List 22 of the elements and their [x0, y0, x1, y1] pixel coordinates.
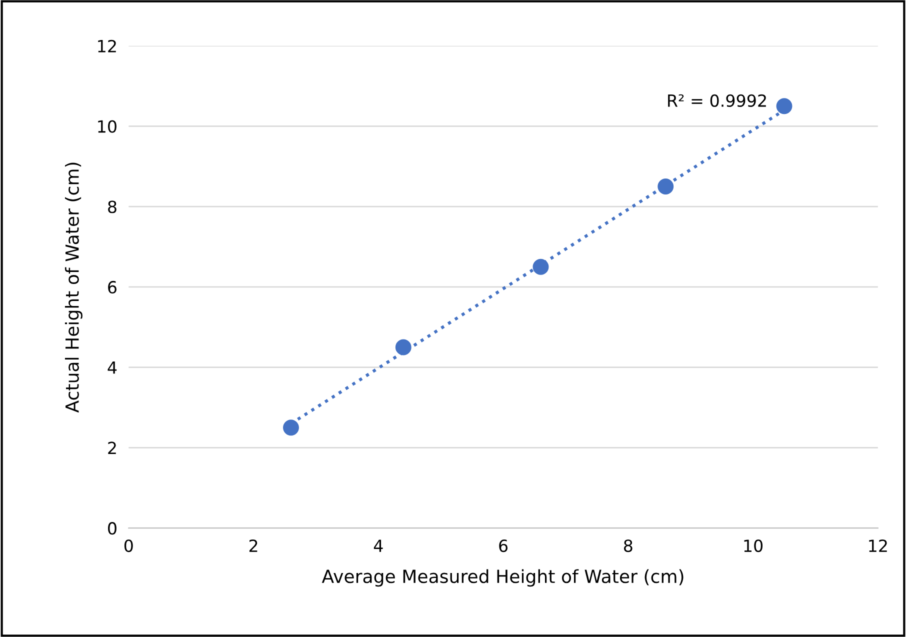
point: [658, 178, 674, 194]
x-tick-label: 6: [499, 539, 508, 552]
y-tick-label: 12: [98, 40, 116, 52]
point: [283, 420, 299, 436]
y-tick-label: 10: [98, 120, 116, 133]
y-axis-title: Actual Height of Water (cm): [64, 162, 82, 413]
point: [532, 258, 549, 275]
y-tick-label: 6: [108, 280, 116, 294]
y-tick-label: 2: [108, 442, 116, 454]
x-axis-title: Average Measured Height of Water (cm): [322, 569, 684, 587]
x-tick-label: 12: [869, 539, 887, 552]
point: [395, 339, 412, 356]
x-tick-label: 2: [249, 539, 258, 552]
y-tick-label: 8: [108, 200, 116, 214]
point: [776, 98, 792, 114]
x-tick-label: 0: [124, 539, 133, 552]
y-tick-label: 0: [108, 522, 116, 535]
y-tick-label: 4: [108, 362, 117, 374]
x-tick-label: 8: [624, 539, 632, 552]
annotation: R² = 0.9992: [668, 94, 766, 107]
x-tick-label: 4: [374, 540, 383, 552]
x-tick-label: 10: [744, 539, 763, 552]
